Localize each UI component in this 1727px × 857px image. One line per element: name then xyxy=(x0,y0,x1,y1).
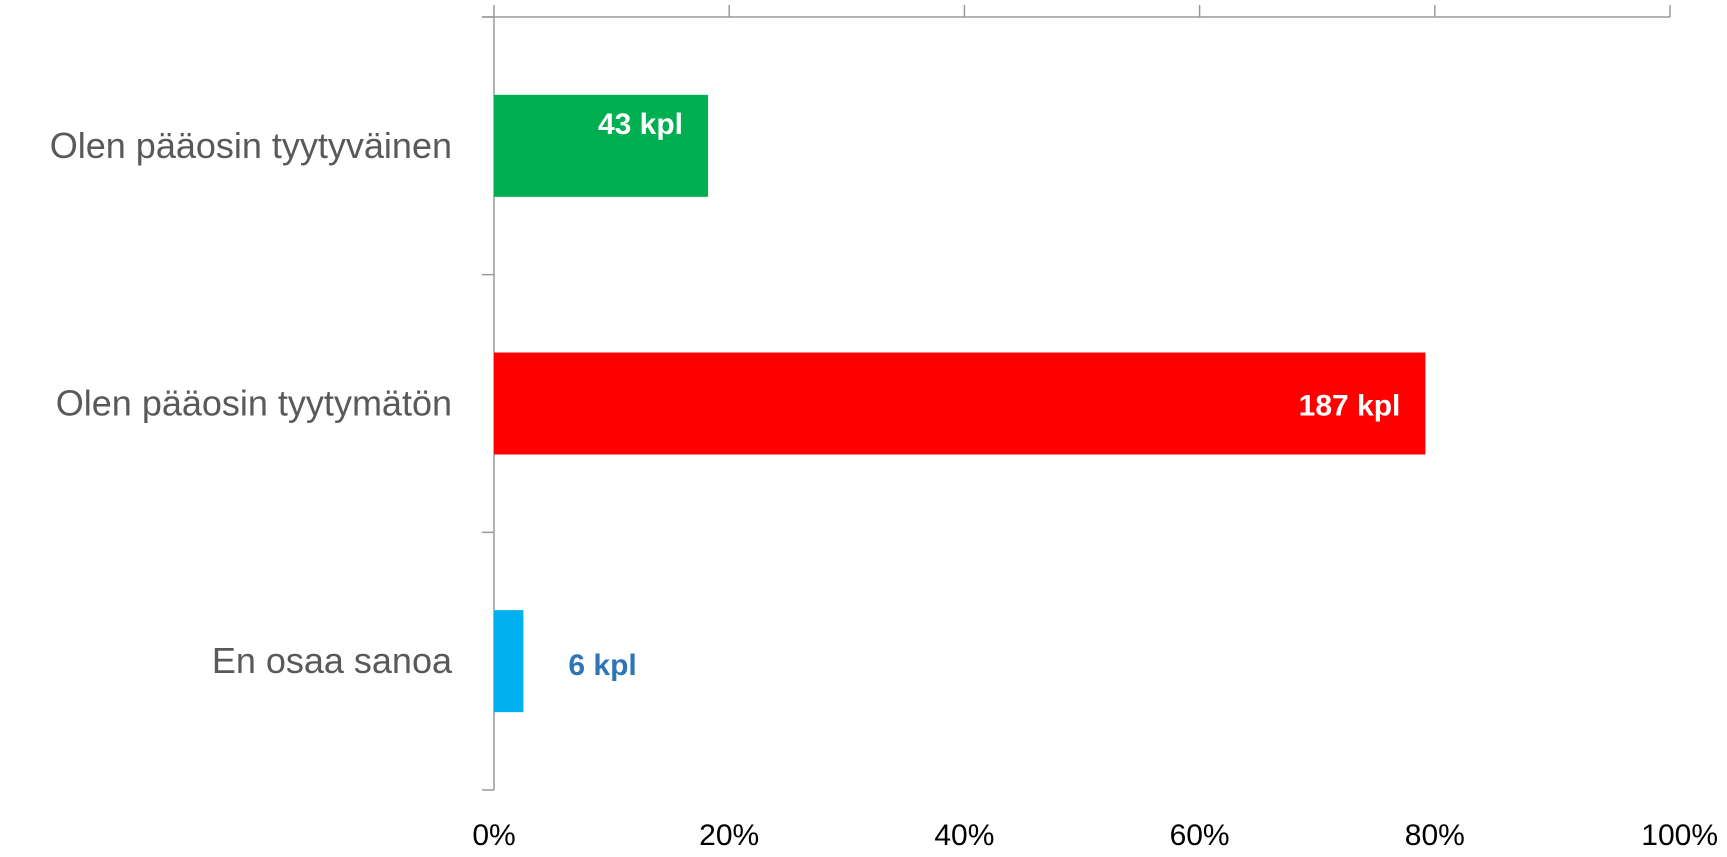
top-axis-ticks xyxy=(728,5,1671,17)
bars xyxy=(494,94,1426,713)
data-labels: 43 kpl 187 kpl 6 kpl xyxy=(568,108,1400,682)
bar xyxy=(494,94,709,197)
x-tick-label: 0% xyxy=(472,819,515,852)
category-axis-ticks xyxy=(482,16,494,791)
data-label: 6 kpl xyxy=(568,649,636,682)
category-label: Olen pääosin tyytyväinen xyxy=(50,125,452,166)
x-tick-label: 20% xyxy=(699,819,759,852)
x-tick-label: 100% xyxy=(1641,819,1718,852)
data-label: 43 kpl xyxy=(598,108,683,141)
bar xyxy=(494,610,524,713)
category-labels: Olen pääosin tyytyväinen Olen pääosin tyy… xyxy=(50,125,453,681)
data-label: 187 kpl xyxy=(1299,390,1401,423)
x-tick-labels: 0% 20% 40% 60% 80% 100% xyxy=(472,819,1718,852)
category-label: Olen pääosin tyytymätön xyxy=(56,383,452,424)
x-tick-label: 80% xyxy=(1405,819,1465,852)
bar xyxy=(494,352,1426,455)
category-label: En osaa sanoa xyxy=(212,640,453,681)
x-tick-label: 40% xyxy=(934,819,994,852)
x-tick-label: 60% xyxy=(1170,819,1230,852)
